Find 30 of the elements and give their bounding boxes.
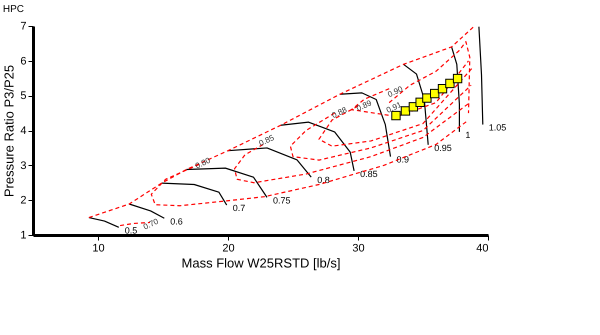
y-tick-label: 7 xyxy=(20,20,26,32)
annotation: 0.91 xyxy=(384,100,404,115)
y-tick-label: 3 xyxy=(20,160,26,172)
y-tick-label: 1 xyxy=(20,230,26,242)
annotation: 0.70 xyxy=(142,216,160,232)
annotation: 0.80 xyxy=(194,156,212,171)
y-tick-label: 6 xyxy=(20,55,26,68)
chart-title: HPC xyxy=(2,4,24,15)
series-label: 0.85 xyxy=(360,168,378,179)
series-label: 0.6 xyxy=(170,216,183,226)
annotation: 0.89 xyxy=(355,98,374,114)
y-tick-label: 4 xyxy=(20,125,26,137)
series-label: 1.05 xyxy=(488,122,506,133)
x-axis-title: Mass Flow W25RSTD [lb/s] xyxy=(182,256,340,270)
y-axis-title: Pressure Ratio P3/P25 xyxy=(1,64,16,198)
annotation: 0.90 xyxy=(386,84,405,100)
y-tick-label: 5 xyxy=(20,90,26,102)
series-label: 0.7 xyxy=(232,203,246,214)
series-label: 1 xyxy=(465,130,470,140)
x-tick-label: 30 xyxy=(352,242,365,254)
series-label: 0.5 xyxy=(124,225,138,236)
y-tick-label: 2 xyxy=(20,194,26,207)
x-tick-label: 40 xyxy=(476,242,488,254)
annotation: 0.88 xyxy=(330,105,349,120)
x-tick-label: 20 xyxy=(222,242,235,254)
annotation: 0.85 xyxy=(258,132,276,148)
series-label: 0.8 xyxy=(317,175,330,186)
x-tick-label: 10 xyxy=(92,242,105,254)
series-label: 0.75 xyxy=(273,195,291,206)
series-label: 0.95 xyxy=(434,142,452,153)
